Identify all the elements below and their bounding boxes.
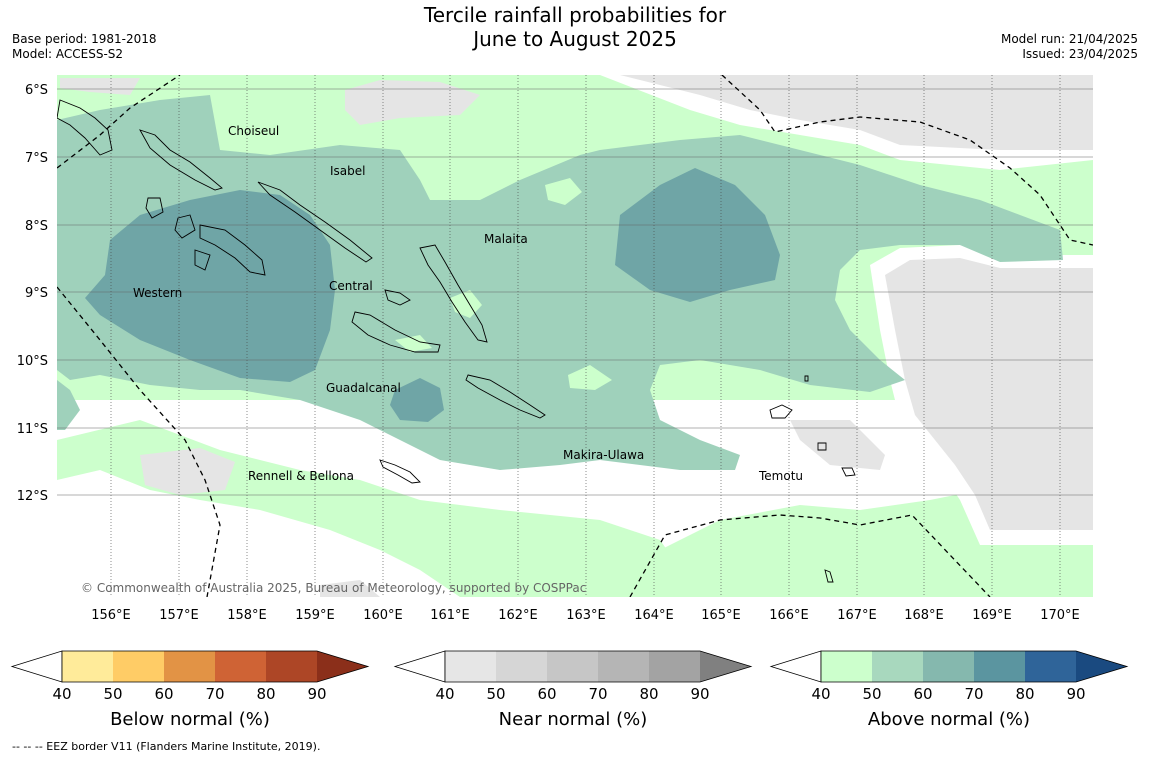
- lat-label: 12°S: [17, 489, 48, 504]
- colorbar-extend-high: [1076, 651, 1127, 682]
- colorbar-tick: 40: [435, 685, 454, 703]
- colorbar-segment: [496, 651, 547, 682]
- colorbar-segment: [266, 651, 317, 682]
- place-western: Western: [133, 286, 182, 300]
- colorbar-segment: [974, 651, 1025, 682]
- eez-footnote: -- -- -- EEZ border V11 (Flanders Marine…: [12, 740, 320, 753]
- place-rennell: Rennell & Bellona: [248, 469, 354, 483]
- colorbar-near: 40 50 60 70 80 90: [395, 651, 751, 703]
- colorbar-tick: 90: [307, 685, 326, 703]
- colorbar-extend-high: [700, 651, 751, 682]
- lat-label: 8°S: [25, 219, 48, 234]
- place-malaita: Malaita: [484, 232, 528, 246]
- lon-label: 168°E: [904, 608, 944, 623]
- longitude-labels: 156°E 157°E 158°E 159°E 160°E 161°E 162°…: [91, 608, 1080, 623]
- lon-label: 159°E: [295, 608, 335, 623]
- colorbar-tick: 90: [690, 685, 709, 703]
- colorbar-tick: 70: [588, 685, 607, 703]
- colorbar-extend-low: [12, 651, 62, 682]
- lon-label: 157°E: [159, 608, 199, 623]
- colorbar-extend-low: [771, 651, 821, 682]
- place-choiseul: Choiseul: [228, 124, 279, 138]
- colorbar-tick: 40: [52, 685, 71, 703]
- colorbar-segment: [215, 651, 266, 682]
- colorbar-segment: [1025, 651, 1076, 682]
- latitude-labels: 6°S 7°S 8°S 9°S 10°S 11°S 12°S: [17, 83, 48, 504]
- colorbar-tick: 80: [1015, 685, 1034, 703]
- lon-label: 165°E: [701, 608, 741, 623]
- place-central: Central: [329, 279, 373, 293]
- place-makira: Makira-Ulawa: [563, 448, 644, 462]
- colorbar-tick: 60: [913, 685, 932, 703]
- lon-label: 156°E: [91, 608, 131, 623]
- colorbar-below: 40 50 60 70 80 90: [12, 651, 368, 703]
- place-temotu: Temotu: [758, 469, 803, 483]
- lat-label: 11°S: [17, 422, 48, 437]
- lon-label: 167°E: [837, 608, 877, 623]
- colorbar-tick: 80: [639, 685, 658, 703]
- colorbar-segment: [113, 651, 164, 682]
- lon-label: 162°E: [498, 608, 538, 623]
- lon-label: 170°E: [1040, 608, 1080, 623]
- lat-label: 6°S: [25, 83, 48, 98]
- colorbar-segment: [598, 651, 649, 682]
- lon-label: 164°E: [634, 608, 674, 623]
- colorbar-below-label: Below normal (%): [110, 709, 270, 730]
- colorbar-tick: 60: [537, 685, 556, 703]
- place-isabel: Isabel: [330, 164, 365, 178]
- colorbar-tick: 80: [256, 685, 275, 703]
- colorbar-above: 40 50 60 70 80 90: [771, 651, 1127, 703]
- colorbar-segment: [872, 651, 923, 682]
- colorbar-segment: [445, 651, 496, 682]
- colorbar-above-label: Above normal (%): [868, 709, 1030, 730]
- lon-label: 160°E: [363, 608, 403, 623]
- colorbar-segment: [164, 651, 215, 682]
- rainfall-map: © Commonwealth of Australia 2025, Bureau…: [0, 0, 1150, 740]
- lat-label: 7°S: [25, 151, 48, 166]
- lon-label: 169°E: [972, 608, 1012, 623]
- colorbar-extend-high: [317, 651, 368, 682]
- colorbar-tick: 90: [1066, 685, 1085, 703]
- map-frame: © Commonwealth of Australia 2025, Bureau…: [57, 75, 1093, 597]
- colorbar-tick: 60: [154, 685, 173, 703]
- colorbar-segment: [62, 651, 113, 682]
- colorbar-near-label: Near normal (%): [499, 709, 648, 730]
- colorbar-segment: [547, 651, 598, 682]
- colorbar-tick: 70: [205, 685, 224, 703]
- colorbar-tick: 50: [486, 685, 505, 703]
- colorbar-segment: [923, 651, 974, 682]
- colorbar-tick: 70: [964, 685, 983, 703]
- colorbar-tick: 50: [103, 685, 122, 703]
- lat-label: 10°S: [17, 354, 48, 369]
- colorbar-tick: 40: [811, 685, 830, 703]
- lon-label: 163°E: [566, 608, 606, 623]
- colorbar-segment: [649, 651, 700, 682]
- lon-label: 166°E: [769, 608, 809, 623]
- colorbar-tick: 50: [862, 685, 881, 703]
- colorbar-segment: [821, 651, 872, 682]
- place-guadalcanal: Guadalcanal: [326, 381, 401, 395]
- colorbar-extend-low: [395, 651, 445, 682]
- lon-label: 158°E: [227, 608, 267, 623]
- lon-label: 161°E: [430, 608, 470, 623]
- copyright-notice: © Commonwealth of Australia 2025, Bureau…: [81, 581, 586, 595]
- lat-label: 9°S: [25, 286, 48, 301]
